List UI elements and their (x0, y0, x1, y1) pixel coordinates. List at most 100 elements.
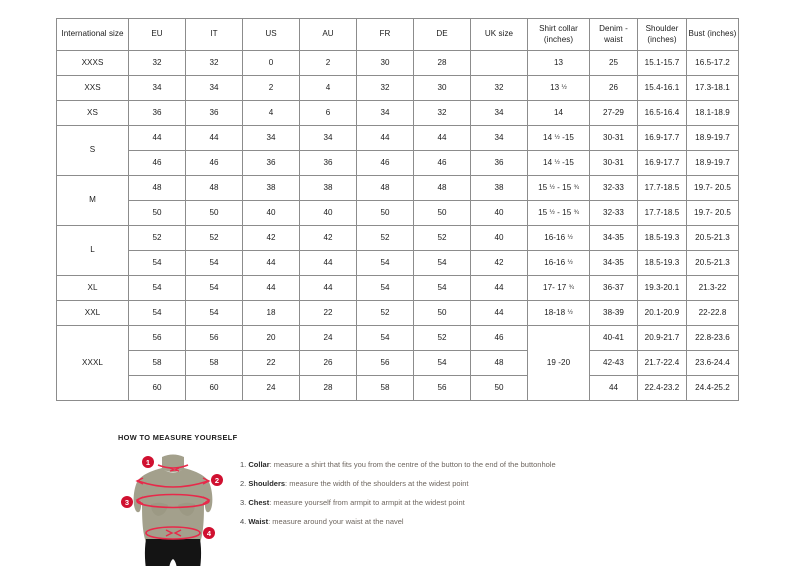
chest-arrowhead-left (135, 496, 144, 505)
size-label-cell: L (56, 225, 129, 276)
table-cell: 48 (413, 175, 471, 201)
table-cell: 58 (185, 350, 243, 376)
size-label-cell: XS (56, 100, 129, 126)
size-chart-container: International size EU IT US AU FR DE UK … (56, 18, 739, 401)
table-cell: 15 ½ - 15 ¾ (527, 175, 590, 201)
size-label-cell: XXXS (56, 50, 129, 76)
table-cell: 13 ½ (527, 75, 590, 101)
table-cell: 54 (356, 325, 414, 351)
table-row: M 48 48 38 38 48 48 38 15 ½ - 15 ¾ 32-33 17.7-18.5… (56, 175, 739, 226)
table-cell: 15.1-15.7 (637, 50, 687, 76)
column-header-eu: EU (128, 18, 186, 51)
size-label-cell: M (56, 175, 129, 226)
table-cell: 14 (527, 100, 590, 126)
column-header-shoulder: Shoulder (inches) (637, 18, 687, 51)
measure-instruction-1: 1. Collar: measure a shirt that fits you… (240, 461, 556, 469)
table-cell: 34-35 (589, 225, 638, 251)
table-cell: 46 (356, 150, 414, 176)
waist-arrowhead-right (173, 529, 182, 537)
table-cell: 50 (356, 200, 414, 226)
chest-measure-arrow (136, 493, 210, 509)
table-cell: 48 (128, 175, 186, 201)
torso-diagram-svg: 1 2 3 4 (121, 454, 223, 566)
table-cell: 54 (185, 275, 243, 301)
table-cell: 42-43 (589, 350, 638, 376)
table-cell: 42 (299, 225, 357, 251)
table-cell: 16.9-17.7 (637, 150, 687, 176)
table-cell: 58 (128, 350, 186, 376)
table-cell: 0 (242, 50, 300, 76)
table-cell: 34 (470, 100, 528, 126)
instruction-text: : measure yourself from armpit to armpit… (269, 498, 465, 507)
table-cell: 19.7- 20.5 (686, 175, 739, 201)
table-cell: 32 (413, 100, 471, 126)
table-cell: 34 (185, 75, 243, 101)
table-cell: 56 (413, 375, 471, 401)
table-cell: 46 (470, 325, 528, 351)
table-cell: 32 (128, 50, 186, 76)
table-header: International size EU IT US AU FR DE UK … (56, 18, 739, 51)
table-cell: 54 (413, 250, 471, 276)
instruction-text: : measure around your waist at the navel (268, 517, 404, 526)
table-cell: 18.5-19.3 (637, 225, 687, 251)
table-row: 58 58 22 26 56 54 48 42-43 21.7-22.4 23.6-24.4 (57, 350, 739, 376)
table-cell: 30-31 (589, 125, 638, 151)
column-header-shirt-collar: Shirt collar (inches) (527, 18, 590, 51)
table-cell: 23.6-24.4 (686, 350, 739, 376)
table-cell: 52 (128, 225, 186, 251)
table-cell: 24 (299, 325, 357, 351)
table-cell: 34 (356, 100, 414, 126)
table-cell: 48 (356, 175, 414, 201)
table-cell: 36 (128, 100, 186, 126)
table-cell: 15 ½ - 15 ¾ (527, 200, 590, 226)
instruction-term: Collar (248, 460, 270, 469)
table-row: XXXL 56 56 20 24 54 52 46 19 -20 40-41 20.9-21.7 22… (56, 325, 739, 401)
table-row: XS 36 36 4 6 34 32 34 14 27-29 16.5-16.4 18.1-18.9 (56, 100, 739, 126)
table-cell: 44 (470, 275, 528, 301)
table-cell: 52 (356, 225, 414, 251)
column-header-us: US (242, 18, 300, 51)
table-cell: 50 (470, 375, 528, 401)
table-cell: 18.9-19.7 (686, 150, 739, 176)
table-cell: 42 (470, 250, 528, 276)
table-cell: 34 (128, 75, 186, 101)
table-cell: 17.3-18.1 (686, 75, 739, 101)
table-cell: 50 (185, 200, 243, 226)
how-to-measure-heading: HOW TO MEASURE YOURSELF (118, 433, 238, 442)
column-header-uk-size: UK size (470, 18, 528, 51)
table-row: XXL 54 54 18 22 52 50 44 18-18 ½ 38-39 20.1-20.9 22… (56, 300, 739, 326)
size-label-cell: S (56, 125, 129, 176)
size-label-cell: XXL (56, 300, 129, 326)
table-cell: 22-22.8 (686, 300, 739, 326)
table-cell: 28 (299, 375, 357, 401)
table-cell: 44 (185, 125, 243, 151)
badge-4-label: 4 (207, 529, 212, 538)
table-cell: 30 (356, 50, 414, 76)
collar-measure-arrow (157, 464, 189, 469)
table-cell: 44 (470, 300, 528, 326)
shoulders-measure-arrow (137, 480, 209, 488)
table-cell: 40-41 (589, 325, 638, 351)
table-cell: 25 (589, 50, 638, 76)
table-cell: 16-16 ½ (527, 225, 590, 251)
table-cell: 38 (470, 175, 528, 201)
table-cell: 19.3-20.1 (637, 275, 687, 301)
torso-illustration: 1 2 3 4 (118, 449, 228, 566)
table-header-row: International size EU IT US AU FR DE UK … (56, 18, 739, 51)
waist-arrowhead-left (165, 529, 174, 537)
table-cell: 44 (242, 275, 300, 301)
table-cell: 6 (299, 100, 357, 126)
column-header-au: AU (299, 18, 357, 51)
table-cell: 18.1-18.9 (686, 100, 739, 126)
table-cell: 56 (128, 325, 186, 351)
column-header-it: IT (185, 18, 243, 51)
column-header-de: DE (413, 18, 471, 51)
table-cell: 20 (242, 325, 300, 351)
table-cell: 50 (413, 300, 471, 326)
table-cell: 21.3-22 (686, 275, 739, 301)
table-cell: 32 (470, 75, 528, 101)
table-cell: 56 (185, 325, 243, 351)
table-cell: 60 (128, 375, 186, 401)
how-to-measure-body: 1 2 3 4 1. Collar: measur (118, 449, 718, 566)
table-cell: 32 (356, 75, 414, 101)
